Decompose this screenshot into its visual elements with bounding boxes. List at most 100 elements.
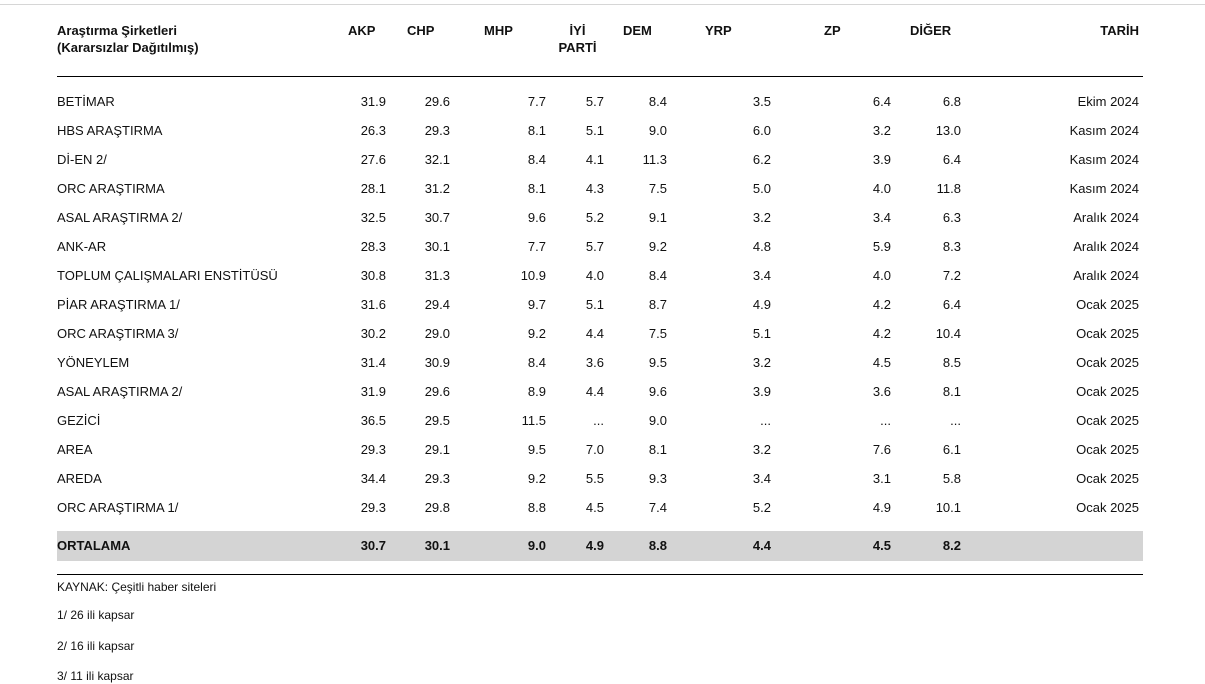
cell-yrp: 3.4 [752,471,771,486]
cell-tarih: Ocak 2025 [1076,384,1139,399]
cell-yrp: 5.0 [752,181,771,196]
cell-tarih: Kasım 2024 [1069,181,1139,196]
table-row: AREDA 34.4 29.3 9.2 5.5 9.3 3.4 3.1 5.8 Ocak 2025 [57,464,1143,493]
table-header: Araştırma Şirketleri (Kararsızlar Dağıtı… [57,22,1143,70]
cell-chp: 31.3 [424,268,450,283]
cell-iyi: 4.5 [585,500,604,515]
cell-mhp: 9.5 [527,442,546,457]
cell-zp: 3.9 [872,152,891,167]
cell-mhp: 9.2 [527,471,546,486]
cell-tarih: Ekim 2024 [1077,94,1139,109]
cell-diger: 8.1 [942,384,961,399]
cell-chp: 29.6 [424,384,450,399]
cell-zp: 4.0 [872,181,891,196]
cell-yrp: 3.5 [752,94,771,109]
average-cell-akp: 30.7 [360,538,386,553]
header-tarih: TARİH [1100,23,1139,38]
cell-mhp: 8.1 [527,123,546,138]
header-company-line1: Araştırma Şirketleri [57,23,177,38]
cell-tarih: Ocak 2025 [1076,413,1139,428]
average-cell-yrp: 4.4 [752,538,771,553]
cell-tarih: Aralık 2024 [1073,268,1139,283]
cell-akp: 31.9 [360,94,386,109]
table-row: GEZİCİ 36.5 29.5 11.5... 9.0......... Ocak 20… [57,406,1143,435]
cell-chp: 29.4 [424,297,450,312]
cell-iyi: 5.7 [585,94,604,109]
cell-mhp: 7.7 [527,94,546,109]
cell-diger: 10.4 [935,326,961,341]
cell-zp: 4.5 [872,355,891,370]
cell-chp: 29.3 [424,123,450,138]
cell-diger: 6.1 [942,442,961,457]
cell-tarih: Aralık 2024 [1073,239,1139,254]
average-cell-zp: 4.5 [872,538,891,553]
cell-name: GEZİCİ [57,413,101,428]
cell-yrp: 3.2 [752,210,771,225]
top-border [0,4,1205,5]
header-dem: DEM [623,23,652,38]
average-cell-name: ORTALAMA [57,538,131,553]
cell-diger: 11.8 [936,181,961,196]
cell-diger: 5.8 [942,471,961,486]
cell-yrp: 5.2 [752,500,771,515]
cell-name: YÖNEYLEM [57,355,130,370]
cell-zp: 4.0 [872,268,891,283]
cell-mhp: 7.7 [527,239,546,254]
cell-tarih: Aralık 2024 [1073,210,1139,225]
cell-mhp: 9.7 [527,297,546,312]
cell-name: AREA [57,442,93,457]
cell-diger: ... [950,413,961,428]
table-row: ASAL ARAŞTIRMA 2/32.5 30.7 9.6 5.2 9.1 3.2 3.4… [57,203,1143,232]
header-diger: DİĞER [910,23,952,38]
cell-name: PİAR ARAŞTIRMA 1/ [57,297,180,312]
table-row: ORC ARAŞTIRMA 3/30.2 29.0 9.2 4.4 7.5 5.1 4.2 1… [57,319,1143,348]
table-row: ORC ARAŞTIRMA 1/29.3 29.8 8.8 4.5 7.4 5.2 4.9 1… [57,493,1143,522]
table-row: TOPLUM ÇALIŞMALARI ENSTİTÜSÜ 30.8 31.3 10.9… [57,261,1143,290]
header-company-line2: (Kararsızlar Dağıtılmış) [57,40,199,55]
header-mhp: MHP [484,23,513,38]
cell-yrp: 4.9 [752,297,771,312]
cell-zp: 3.4 [872,210,891,225]
cell-diger: 7.2 [942,268,961,283]
cell-dem: 7.5 [648,326,667,341]
footnote-3: 3/ 11 ili kapsar [57,669,134,683]
cell-zp: 3.1 [872,471,891,486]
cell-yrp: 5.1 [752,326,771,341]
cell-akp: 29.3 [360,442,386,457]
header-company: Araştırma Şirketleri (Kararsızlar Dağıtı… [57,22,199,56]
cell-yrp: ... [760,413,771,428]
cell-tarih: Kasım 2024 [1069,152,1139,167]
cell-mhp: 8.1 [527,181,546,196]
cell-mhp: 10.9 [520,268,546,283]
source-note: KAYNAK: Çeşitli haber siteleri [57,580,217,594]
cell-diger: 10.1 [935,500,961,515]
table-row: BETİMAR 31.9 29.6 7.7 5.7 8.4 3.5 6.4 6.8 Ekim 20… [57,87,1143,116]
cell-iyi: 5.1 [585,123,604,138]
cell-name: ORC ARAŞTIRMA 1/ [57,500,179,515]
cell-dem: 9.0 [648,413,667,428]
cell-name: Dİ-EN 2/ [57,152,107,167]
cell-iyi: 4.0 [585,268,604,283]
cell-diger: 6.4 [942,297,961,312]
cell-akp: 32.5 [360,210,386,225]
cell-name: AREDA [57,471,102,486]
cell-iyi: 4.1 [585,152,604,167]
cell-akp: 29.3 [360,500,386,515]
cell-zp: ... [880,413,891,428]
cell-yrp: 4.8 [752,239,771,254]
cell-iyi: 5.1 [585,297,604,312]
average-cell-diger: 8.2 [942,538,961,553]
cell-dem: 7.4 [648,500,667,515]
cell-dem: 9.6 [648,384,667,399]
cell-akp: 26.3 [360,123,386,138]
cell-name: ASAL ARAŞTIRMA 2/ [57,210,183,225]
cell-yrp: 6.0 [752,123,771,138]
cell-diger: 13.0 [935,123,961,138]
cell-yrp: 3.2 [752,355,771,370]
table-row: HBS ARAŞTIRMA 26.3 29.3 8.1 5.1 9.0 6.0 3.2 13.0… [57,116,1143,145]
average-cell-dem: 8.8 [648,538,667,553]
cell-mhp: 8.4 [527,152,546,167]
header-rule [57,76,1143,77]
cell-tarih: Ocak 2025 [1076,297,1139,312]
header-iyi-line1: İYİ [569,23,586,38]
